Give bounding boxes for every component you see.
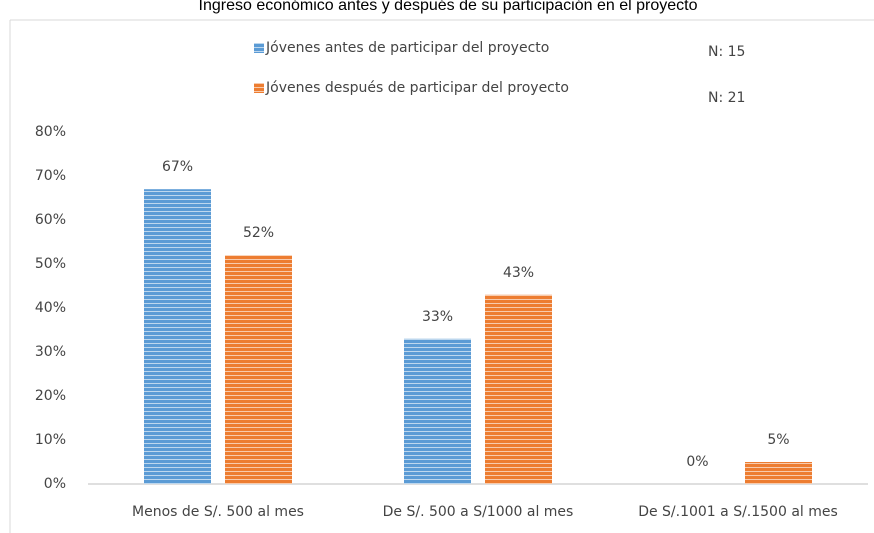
y-tick-label: 60% — [35, 212, 66, 228]
x-tick-label: De S/.1001 a S/.1500 al mes — [638, 504, 838, 520]
x-tick-label: De S/. 500 a S/1000 al mes — [383, 504, 574, 520]
y-tick-label: 50% — [35, 256, 66, 272]
y-tick-label: 40% — [35, 300, 66, 316]
value-label: 5% — [767, 432, 789, 448]
value-label: 33% — [422, 309, 453, 325]
y-tick-label: 20% — [35, 388, 66, 404]
bar — [485, 294, 552, 484]
value-label: 67% — [162, 159, 193, 175]
y-tick-label: 30% — [35, 344, 66, 360]
y-tick-label: 10% — [35, 432, 66, 448]
legend-swatch — [254, 43, 264, 53]
legend-label: Jóvenes antes de participar del proyecto — [265, 40, 549, 56]
x-tick-label: Menos de S/. 500 al mes — [132, 504, 304, 520]
annotation: N: 21 — [708, 90, 745, 106]
y-tick-label: 70% — [35, 168, 66, 184]
bar — [745, 462, 812, 484]
legend-swatch — [254, 83, 264, 93]
y-tick-label: 80% — [35, 124, 66, 140]
value-label: 0% — [686, 454, 708, 470]
chart-title: Ingreso económico antes y después de su … — [199, 0, 698, 14]
bar — [225, 255, 292, 484]
annotation: N: 15 — [708, 44, 745, 60]
bar — [144, 189, 211, 484]
value-label: 43% — [503, 265, 534, 281]
value-label: 52% — [243, 225, 274, 241]
y-tick-label: 0% — [44, 476, 66, 492]
bar — [404, 338, 471, 484]
legend-label: Jóvenes después de participar del proyec… — [265, 80, 569, 96]
